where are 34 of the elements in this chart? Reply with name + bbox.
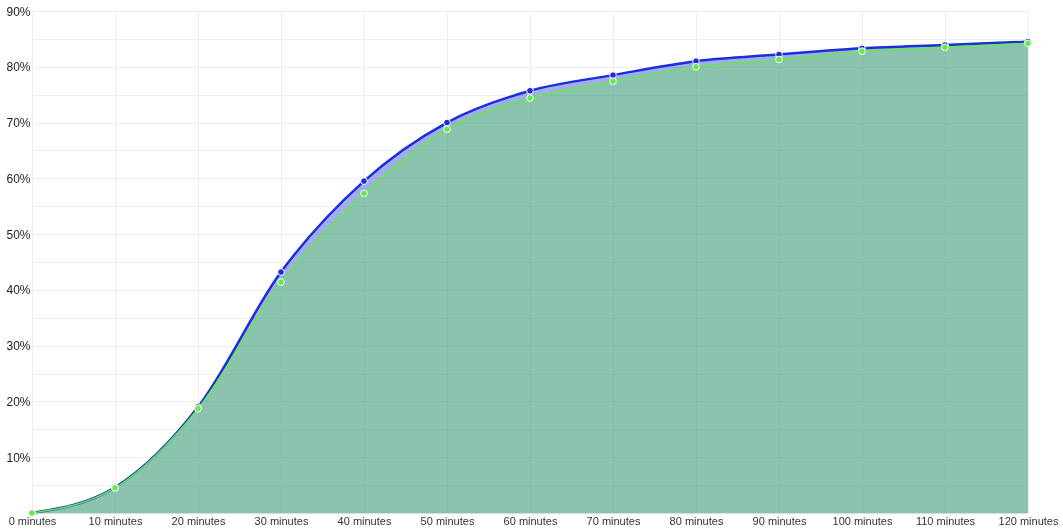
point	[360, 177, 368, 185]
point	[692, 62, 700, 71]
y-tick-label: 70%	[6, 116, 31, 131]
point	[277, 268, 285, 276]
x-tick-label: 70 minutes	[586, 514, 641, 527]
point	[277, 278, 285, 286]
x-tick-label: 40 minutes	[337, 514, 392, 527]
y-tick-label: 90%	[6, 4, 31, 19]
y-tick-label: 60%	[6, 171, 31, 186]
y-tick-label: 40%	[6, 283, 31, 298]
x-tick-label: 90 minutes	[752, 514, 807, 527]
x-tick-label: 30 minutes	[254, 514, 309, 527]
x-tick-label: 60 minutes	[503, 514, 558, 527]
x-tick-label: 120 minutes	[998, 514, 1059, 527]
x-tick-label: 110 minutes	[915, 514, 976, 527]
y-tick-label: 30%	[6, 339, 31, 354]
point	[609, 71, 617, 79]
x-tick-label: 10 minutes	[88, 514, 143, 527]
point	[526, 94, 534, 102]
point	[526, 86, 534, 95]
y-tick-label: 50%	[6, 227, 31, 242]
y-tick-label: 10%	[6, 450, 31, 465]
x-tick-label: 20 minutes	[171, 514, 226, 527]
y-tick-label: 80%	[6, 60, 31, 75]
x-tick-label: 50 minutes	[420, 514, 475, 527]
point	[443, 118, 451, 127]
point	[443, 125, 451, 134]
point	[775, 55, 783, 64]
y-tick-label: 20%	[6, 394, 31, 409]
point	[360, 189, 368, 198]
point	[609, 77, 617, 86]
x-tick-label: 0 minutes	[8, 514, 57, 527]
x-tick-label: 80 minutes	[669, 514, 724, 527]
x-tick-label: 100 minutes	[832, 514, 893, 527]
